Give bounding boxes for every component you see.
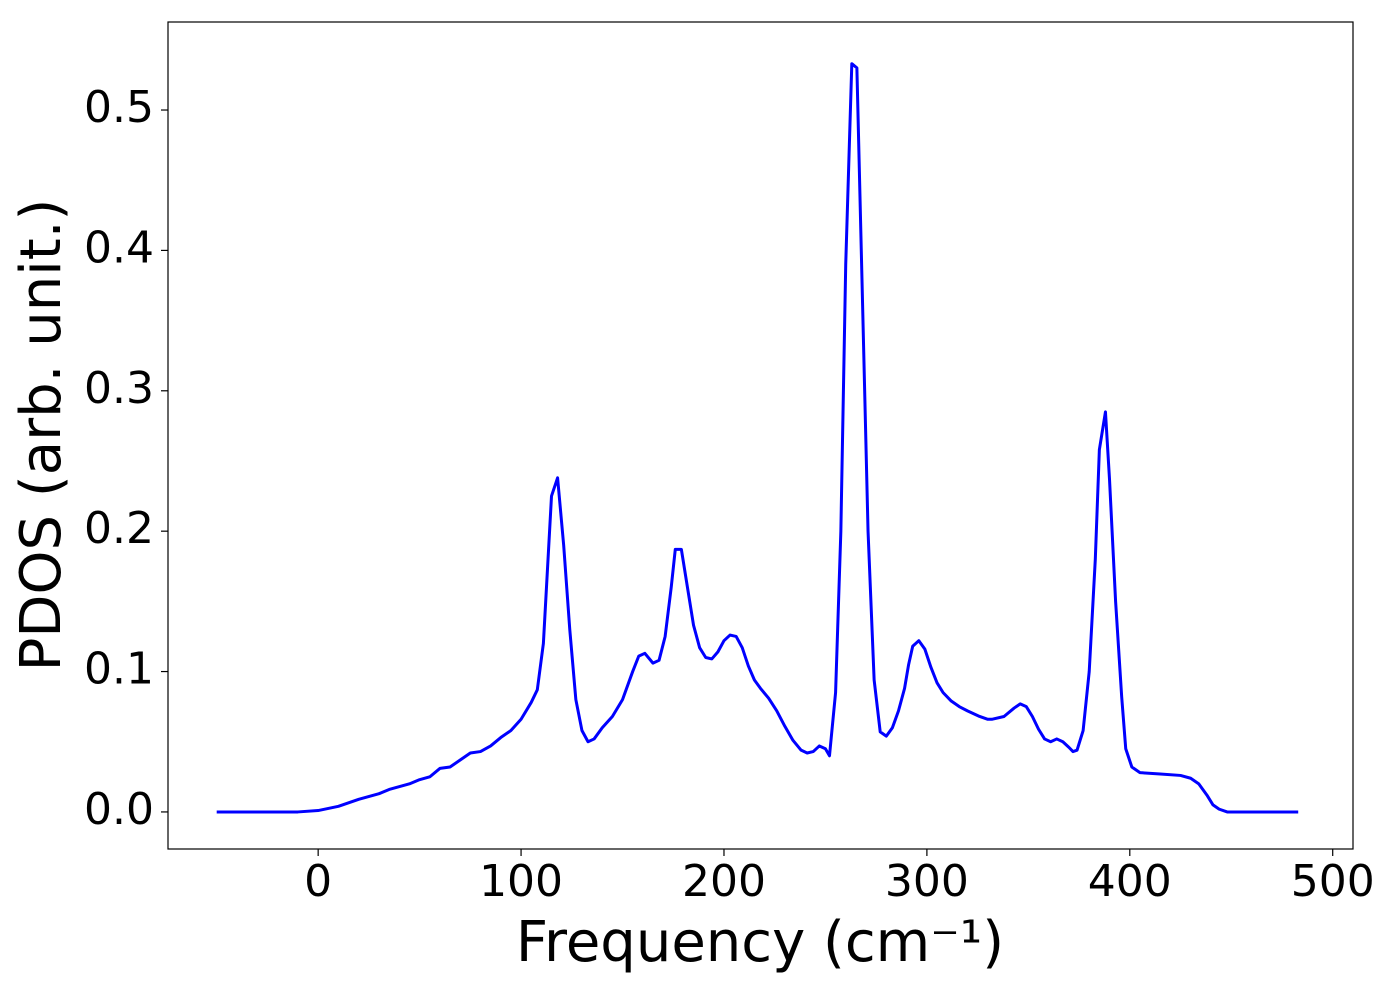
y-axis-label: PDOS (arb. unit.): [9, 199, 74, 672]
y-tick-label: 0.1: [84, 644, 154, 695]
y-tick-label: 0.0: [84, 784, 154, 835]
y-tick-label: 0.4: [84, 222, 154, 273]
y-tick-label: 0.2: [84, 503, 154, 554]
x-tick-label: 400: [1088, 856, 1172, 907]
x-tick-label: 300: [885, 856, 969, 907]
y-tick-label: 0.5: [84, 82, 154, 133]
x-tick-label: 100: [479, 856, 563, 907]
x-tick-label: 0: [304, 856, 332, 907]
x-tick-label: 500: [1291, 856, 1375, 907]
data-line: [216, 62, 1299, 814]
y-tick-label: 0.3: [84, 363, 154, 414]
plot-frame: [167, 21, 1354, 850]
x-axis-label: Frequency (cm⁻¹): [516, 910, 1004, 975]
x-tick-label: 200: [682, 856, 766, 907]
